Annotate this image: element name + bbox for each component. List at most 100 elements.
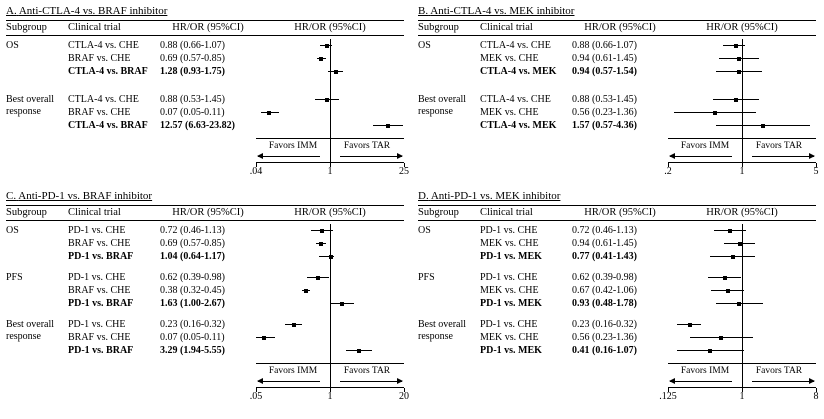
trial-label: BRAF vs. CHE bbox=[68, 238, 131, 249]
ci-cell bbox=[668, 52, 816, 65]
favors-left-label: Favors IMM bbox=[680, 141, 730, 151]
table-row: PD-1 vs. BRAF 3.29 (1.94-5.55) bbox=[68, 344, 404, 357]
subgroup-label: Best overall response bbox=[418, 319, 467, 342]
ci-cell bbox=[668, 318, 816, 331]
forest-panel-d: D. Anti-PD-1 vs. MEK inhibitor Subgroup Cl… bbox=[412, 185, 824, 419]
table-row: PD-1 vs. CHE 0.72 (0.46-1.13) bbox=[480, 224, 816, 237]
panel-title-label: Anti-PD-1 vs. MEK inhibitor bbox=[430, 190, 561, 202]
panel-label: D. bbox=[418, 190, 429, 202]
trial-label: BRAF vs. CHE bbox=[68, 53, 131, 64]
trial-label: CTLA-4 vs. CHE bbox=[68, 94, 139, 105]
hr-ci-value: 0.67 (0.42-1.06) bbox=[572, 285, 637, 296]
subgroup-label: OS bbox=[6, 40, 19, 51]
ci-cell bbox=[256, 52, 404, 65]
column-header: Clinical trial bbox=[68, 22, 121, 33]
table-row: CTLA-4 vs. CHE 0.88 (0.66-1.07) bbox=[480, 39, 816, 52]
axis-tick-label: 1 bbox=[327, 391, 333, 402]
table-row: CTLA-4 vs. MEK 1.57 (0.57-4.36) bbox=[480, 119, 816, 132]
axis-tick bbox=[255, 163, 257, 167]
favors-right-label: Favors TAR bbox=[343, 141, 391, 151]
axis-tick bbox=[667, 388, 669, 392]
trial-label: MEK vs. CHE bbox=[480, 107, 539, 118]
ci-cell bbox=[256, 65, 404, 78]
point-estimate-marker bbox=[325, 97, 330, 102]
subgroup-rows: CTLA-4 vs. CHE 0.88 (0.53-1.45) MEK vs. CH… bbox=[480, 93, 816, 132]
ci-cell bbox=[256, 119, 404, 132]
favors-left: Favors IMM bbox=[668, 141, 742, 161]
hr-ci-value: 0.88 (0.66-1.07) bbox=[160, 40, 225, 51]
ci-cell bbox=[668, 250, 816, 263]
favors-left-label: Favors IMM bbox=[268, 366, 318, 376]
column-header: HR/OR (95%CI) bbox=[584, 207, 656, 218]
subgroup-rows: CTLA-4 vs. CHE 0.88 (0.66-1.07) MEK vs. CH… bbox=[480, 39, 816, 78]
trial-label: PD-1 vs. BRAF bbox=[68, 298, 134, 309]
ci-cell bbox=[668, 344, 816, 357]
table-row: PD-1 vs. CHE 0.62 (0.39-0.98) bbox=[480, 271, 816, 284]
point-estimate-marker bbox=[713, 110, 718, 115]
axis-tick-label: 25 bbox=[399, 166, 409, 177]
ci-cell bbox=[668, 331, 816, 344]
panel-title-text: C. Anti-PD-1 vs. BRAF inhibitor bbox=[6, 190, 152, 202]
trial-label: CTLA-4 vs. BRAF bbox=[68, 66, 148, 77]
favors-right: Favors TAR bbox=[742, 366, 816, 386]
column-headers: Subgroup Clinical trial HR/OR (95%CI) HR/OR… bbox=[418, 20, 816, 36]
plot-body: OS PD-1 vs. CHE 0.72 (0.46-1.13) MEK vs. CH… bbox=[418, 224, 816, 387]
hr-ci-value: 0.07 (0.05-0.11) bbox=[160, 107, 225, 118]
favors-left-label: Favors IMM bbox=[268, 141, 318, 151]
trial-label: PD-1 vs. MEK bbox=[480, 298, 542, 309]
hr-ci-value: 0.88 (0.53-1.45) bbox=[572, 94, 637, 105]
column-header: Subgroup bbox=[418, 22, 459, 33]
subgroup-block: Best overall response PD-1 vs. CHE 0.23 (0… bbox=[6, 318, 404, 357]
table-row: PD-1 vs. BRAF 1.63 (1.00-2.67) bbox=[68, 297, 404, 310]
ci-line bbox=[318, 256, 334, 257]
subgroup-block: OS CTLA-4 vs. CHE 0.88 (0.66-1.07) MEK vs. … bbox=[418, 39, 816, 78]
hr-ci-value: 0.72 (0.46-1.13) bbox=[572, 225, 637, 236]
reference-line bbox=[742, 39, 743, 162]
point-estimate-marker bbox=[737, 301, 742, 306]
column-header: HR/OR (95%CI) bbox=[172, 22, 244, 33]
table-row: BRAF vs. CHE 0.38 (0.32-0.45) bbox=[68, 284, 404, 297]
trial-label: CTLA-4 vs. CHE bbox=[480, 40, 551, 51]
axis-tick-label: 1 bbox=[739, 391, 745, 402]
trial-label: BRAF vs. CHE bbox=[68, 107, 131, 118]
panel-title: C. Anti-PD-1 vs. BRAF inhibitor bbox=[6, 190, 404, 202]
trial-label: MEK vs. CHE bbox=[480, 238, 539, 249]
reference-line bbox=[330, 224, 331, 387]
hr-ci-value: 1.63 (1.00-2.67) bbox=[160, 298, 225, 309]
trial-label: BRAF vs. CHE bbox=[68, 285, 131, 296]
point-estimate-marker bbox=[730, 254, 735, 259]
table-row: CTLA-4 vs. MEK 0.94 (0.57-1.54) bbox=[480, 65, 816, 78]
subgroup-block: OS PD-1 vs. CHE 0.72 (0.46-1.13) BRAF vs. C… bbox=[6, 224, 404, 263]
ci-cell bbox=[256, 224, 404, 237]
trial-label: MEK vs. CHE bbox=[480, 285, 539, 296]
plot-body: OS CTLA-4 vs. CHE 0.88 (0.66-1.07) MEK vs. … bbox=[418, 39, 816, 162]
favors-left: Favors IMM bbox=[256, 366, 330, 386]
hr-ci-value: 1.04 (0.64-1.17) bbox=[160, 251, 225, 262]
subgroup-rows: CTLA-4 vs. CHE 0.88 (0.53-1.45) BRAF vs. C… bbox=[68, 93, 404, 132]
trial-label: PD-1 vs. CHE bbox=[480, 272, 538, 283]
ci-cell bbox=[668, 224, 816, 237]
hr-ci-value: 1.57 (0.57-4.36) bbox=[572, 120, 637, 131]
right-arrow-icon bbox=[752, 377, 815, 384]
column-header: Subgroup bbox=[6, 207, 47, 218]
axis-tick bbox=[255, 388, 257, 392]
table-row: PD-1 vs. MEK 0.77 (0.41-1.43) bbox=[480, 250, 816, 263]
subgroup-label: Best overall response bbox=[418, 94, 467, 117]
panel-label: B. bbox=[418, 5, 429, 17]
trial-label: MEK vs. CHE bbox=[480, 332, 539, 343]
table-row: MEK vs. CHE 0.67 (0.42-1.06) bbox=[480, 284, 816, 297]
table-row: BRAF vs. CHE 0.07 (0.05-0.11) bbox=[68, 106, 404, 119]
point-estimate-marker bbox=[734, 43, 739, 48]
column-headers: Subgroup Clinical trial HR/OR (95%CI) HR/OR… bbox=[6, 205, 404, 221]
trial-label: PD-1 vs. CHE bbox=[68, 319, 126, 330]
reference-line bbox=[330, 39, 331, 162]
ci-line bbox=[722, 45, 746, 46]
plot-body: OS PD-1 vs. CHE 0.72 (0.46-1.13) BRAF vs. C… bbox=[6, 224, 404, 387]
trial-label: BRAF vs. CHE bbox=[68, 332, 131, 343]
ci-cell bbox=[256, 297, 404, 310]
table-row: CTLA-4 vs. CHE 0.88 (0.53-1.45) bbox=[68, 93, 404, 106]
table-row: PD-1 vs. MEK 0.93 (0.48-1.78) bbox=[480, 297, 816, 310]
panel-title-label: Anti-CTLA-4 vs. BRAF inhibitor bbox=[18, 5, 168, 17]
favors-left: Favors IMM bbox=[668, 366, 742, 386]
table-row: BRAF vs. CHE 0.69 (0.57-0.85) bbox=[68, 237, 404, 250]
